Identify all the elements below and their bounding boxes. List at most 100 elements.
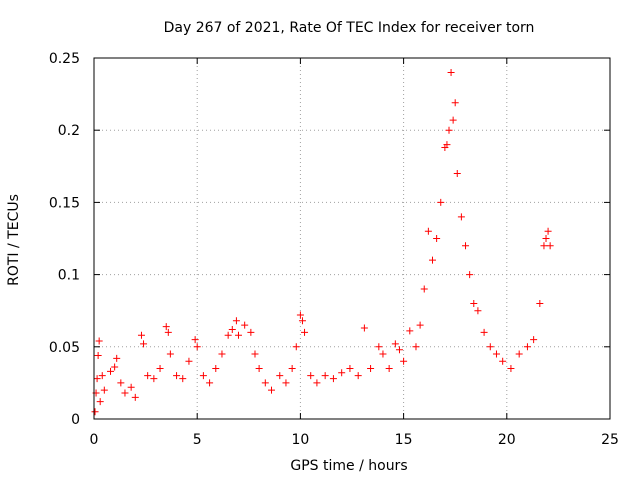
- data-point: [515, 350, 523, 358]
- data-point: [166, 350, 174, 358]
- data-point: [412, 343, 420, 351]
- data-point: [100, 386, 108, 394]
- data-point: [420, 285, 428, 293]
- data-point: [499, 357, 507, 365]
- data-point: [338, 369, 346, 377]
- data-point: [251, 350, 259, 358]
- grid-lines: [94, 58, 610, 419]
- data-point: [437, 198, 445, 206]
- data-point: [296, 311, 304, 319]
- data-point: [247, 328, 255, 336]
- data-point: [301, 328, 309, 336]
- data-point: [185, 357, 193, 365]
- data-point: [224, 331, 232, 339]
- x-tick-label: 15: [395, 432, 413, 448]
- data-point: [375, 343, 383, 351]
- data-point: [93, 375, 101, 383]
- data-point: [218, 350, 226, 358]
- x-tick-label: 5: [193, 432, 202, 448]
- data-point: [313, 379, 321, 387]
- data-point: [232, 317, 240, 325]
- data-point: [127, 383, 135, 391]
- data-point: [164, 328, 172, 336]
- data-point: [162, 323, 170, 331]
- data-point: [428, 256, 436, 264]
- data-point: [360, 324, 368, 332]
- y-tick-label: 0: [71, 412, 80, 428]
- x-tick-label: 25: [601, 432, 619, 448]
- data-point: [449, 116, 457, 124]
- plot-area-frame: [93, 57, 611, 420]
- data-point: [193, 343, 201, 351]
- data-point: [453, 170, 461, 178]
- scatter-points: [91, 68, 554, 416]
- data-point: [268, 386, 276, 394]
- data-point: [443, 141, 451, 149]
- data-point: [212, 364, 220, 372]
- data-point: [474, 307, 482, 315]
- x-tick-label: 10: [291, 432, 309, 448]
- data-point: [379, 350, 387, 358]
- data-point: [140, 340, 148, 348]
- data-point: [117, 379, 125, 387]
- data-point: [206, 379, 214, 387]
- data-point: [346, 364, 354, 372]
- chart-title: Day 267 of 2021, Rate Of TEC Index for r…: [164, 20, 535, 36]
- data-point: [241, 321, 249, 329]
- data-point: [96, 398, 104, 406]
- data-point: [462, 242, 470, 250]
- data-point: [536, 299, 544, 307]
- data-point: [261, 379, 269, 387]
- y-tick-label: 0.1: [58, 268, 80, 284]
- data-point: [173, 372, 181, 380]
- x-tick-label: 20: [498, 432, 516, 448]
- y-tick-label: 0.25: [49, 51, 80, 67]
- data-point: [544, 227, 552, 235]
- y-tick-label: 0.15: [49, 195, 80, 211]
- data-point: [486, 343, 494, 351]
- data-point: [191, 336, 199, 344]
- y-axis-label: ROTI / TECUs: [6, 194, 22, 286]
- data-point: [111, 363, 119, 371]
- data-point: [457, 213, 465, 221]
- data-point: [292, 343, 300, 351]
- data-point: [354, 372, 362, 380]
- data-point: [131, 393, 139, 401]
- data-point: [523, 343, 531, 351]
- data-point: [98, 372, 106, 380]
- data-point: [91, 408, 99, 416]
- tick-labels: 0 5 10 15 20 25 0 0.05 0.1 0.15 0.2 0.25: [49, 51, 619, 448]
- data-point: [433, 235, 441, 242]
- data-point: [107, 367, 115, 375]
- data-point: [94, 351, 102, 359]
- data-point: [234, 331, 242, 339]
- y-tick-label: 0.2: [58, 123, 80, 139]
- data-point: [298, 317, 306, 325]
- data-point: [144, 372, 152, 380]
- data-point: [228, 325, 236, 333]
- data-point: [466, 271, 474, 279]
- data-point: [255, 364, 263, 372]
- data-point: [451, 99, 459, 107]
- data-point: [424, 227, 432, 235]
- data-point: [282, 379, 290, 387]
- data-point: [276, 372, 284, 380]
- data-point: [385, 364, 393, 372]
- data-point: [480, 328, 488, 336]
- data-point: [307, 372, 315, 380]
- data-point: [391, 340, 399, 348]
- data-point: [321, 372, 329, 380]
- data-point: [445, 126, 453, 134]
- data-point: [400, 357, 408, 365]
- data-point: [395, 346, 403, 354]
- data-point: [137, 331, 145, 339]
- data-point: [540, 242, 548, 250]
- axis-ticks: [93, 57, 611, 420]
- data-point: [156, 364, 164, 372]
- data-point: [95, 337, 103, 345]
- y-tick-label: 0.05: [49, 340, 80, 356]
- data-point: [367, 364, 375, 372]
- data-point: [447, 68, 455, 76]
- data-point: [288, 364, 296, 372]
